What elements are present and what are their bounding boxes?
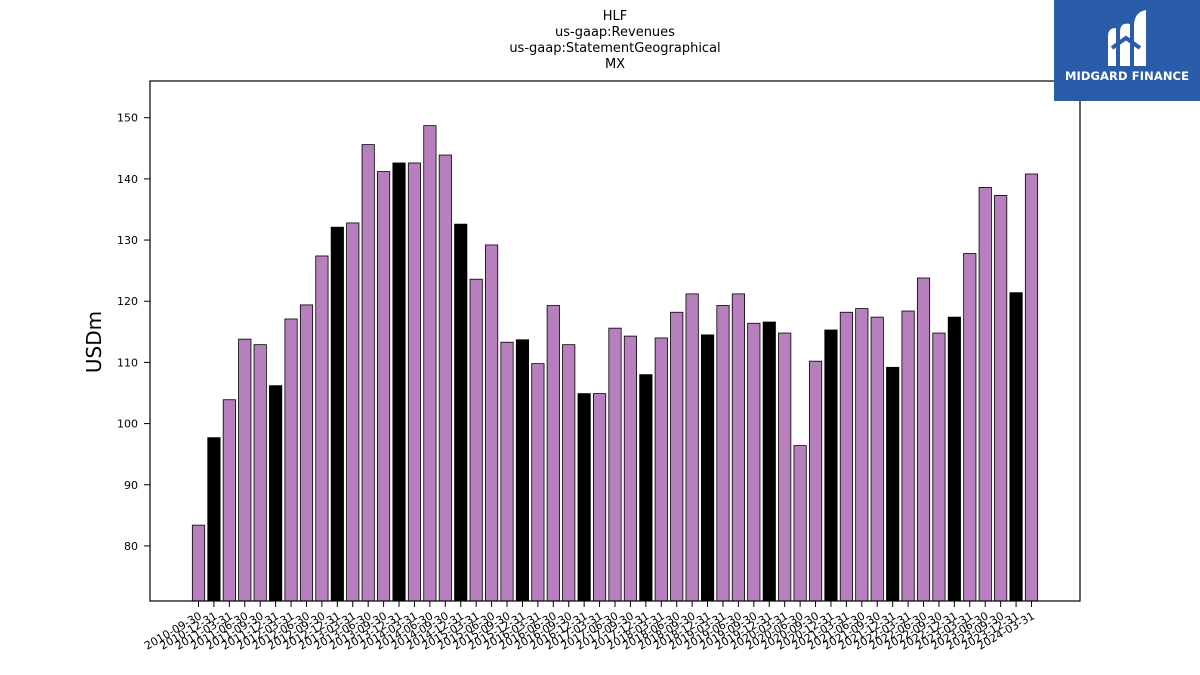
bar bbox=[593, 393, 607, 602]
bar bbox=[377, 171, 391, 602]
bar bbox=[1009, 292, 1023, 602]
bar bbox=[716, 305, 730, 602]
bar bbox=[670, 311, 684, 602]
bar bbox=[762, 321, 776, 602]
plot-frame bbox=[149, 80, 1081, 602]
chart-title-line: us-gaap:Revenues bbox=[555, 25, 675, 40]
x-axis: 2010-09-302010-12-312011-03-312011-06-30… bbox=[142, 601, 1037, 653]
bar bbox=[978, 187, 992, 602]
y-tick-label: 80 bbox=[124, 540, 138, 553]
bar bbox=[1024, 173, 1039, 602]
logo-mark-icon bbox=[1108, 10, 1146, 66]
bar bbox=[870, 316, 884, 602]
bar bbox=[392, 162, 406, 602]
bar bbox=[824, 329, 838, 602]
y-tick-label: 90 bbox=[124, 479, 138, 492]
bar bbox=[685, 293, 699, 602]
bar bbox=[407, 162, 422, 602]
bar bbox=[269, 385, 283, 602]
bar bbox=[793, 445, 807, 602]
bar bbox=[330, 226, 344, 602]
y-tick-label: 140 bbox=[117, 173, 138, 186]
bar bbox=[299, 304, 314, 602]
chart-title-line: MX bbox=[605, 57, 625, 72]
bar bbox=[253, 344, 267, 602]
bar bbox=[932, 332, 946, 602]
bar bbox=[963, 253, 977, 602]
bar bbox=[438, 154, 452, 602]
chart-title-line: HLF bbox=[603, 9, 628, 24]
bar bbox=[315, 255, 329, 602]
y-tick-label: 120 bbox=[117, 295, 138, 308]
y-tick-label: 100 bbox=[117, 418, 138, 431]
chart-title-line: us-gaap:StatementGeographical bbox=[509, 41, 720, 56]
bar bbox=[916, 277, 931, 602]
y-tick-label: 110 bbox=[117, 356, 138, 369]
bar bbox=[901, 310, 915, 602]
logo-text: MIDGARD FINANCE bbox=[1064, 69, 1190, 83]
bar bbox=[207, 437, 221, 602]
bar bbox=[778, 332, 792, 602]
bar bbox=[731, 293, 745, 602]
bar bbox=[423, 125, 437, 602]
bar bbox=[839, 311, 853, 602]
bar bbox=[639, 374, 653, 602]
midgard-finance-logo: MIDGARD FINANCE bbox=[1054, 0, 1200, 101]
y-tick-label: 150 bbox=[117, 112, 138, 125]
bar bbox=[454, 223, 468, 602]
bar bbox=[608, 327, 622, 602]
bar bbox=[700, 334, 715, 602]
bar bbox=[500, 341, 514, 602]
chart-title: HLFus-gaap:Revenuesus-gaap:StatementGeog… bbox=[509, 9, 720, 72]
bar bbox=[808, 360, 823, 602]
bar bbox=[531, 363, 545, 602]
bar bbox=[284, 318, 298, 602]
bar bbox=[469, 278, 483, 602]
bar bbox=[515, 339, 530, 602]
bar bbox=[485, 244, 499, 602]
bar bbox=[947, 316, 961, 602]
bar bbox=[191, 524, 206, 602]
bar bbox=[747, 322, 761, 602]
bar bbox=[346, 222, 360, 602]
bar bbox=[222, 399, 236, 602]
bar bbox=[855, 308, 869, 602]
y-tick-label: 130 bbox=[117, 234, 138, 247]
bar bbox=[562, 344, 576, 602]
bar bbox=[654, 337, 668, 602]
y-axis-label: USDm bbox=[82, 311, 106, 373]
bar bbox=[577, 393, 591, 602]
bar bbox=[994, 194, 1008, 602]
bar bbox=[238, 338, 252, 602]
bar bbox=[546, 305, 560, 602]
bar bbox=[623, 335, 637, 602]
y-axis: 80 90 100 110 120 130 140 150 bbox=[117, 112, 150, 553]
bar bbox=[361, 144, 375, 602]
bar-series bbox=[191, 125, 1039, 602]
bar bbox=[886, 366, 900, 602]
